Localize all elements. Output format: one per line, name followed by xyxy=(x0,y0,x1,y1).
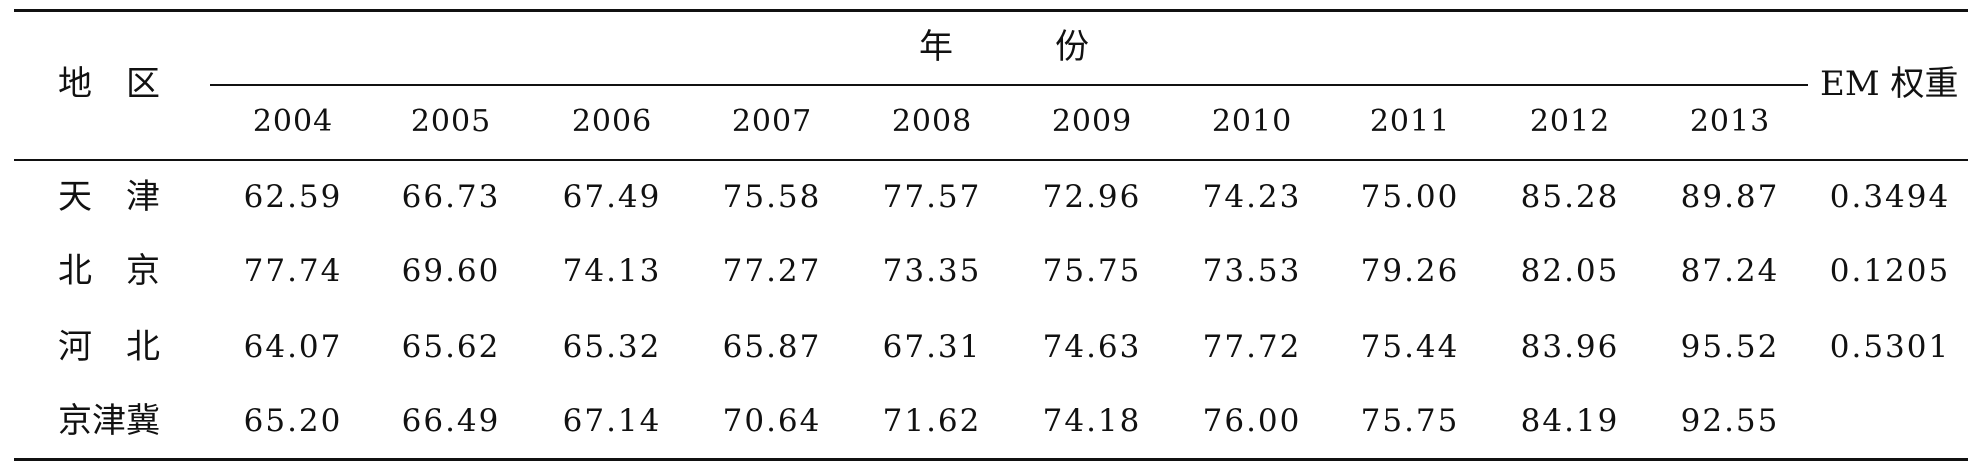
value-cell: 71.62 xyxy=(882,403,982,439)
value-cell: 67.14 xyxy=(562,403,662,439)
year-header-cell: 2007 xyxy=(731,104,813,139)
value-cell: 77.27 xyxy=(722,253,822,289)
bottom-rule xyxy=(14,458,1968,461)
value-cell: 65.32 xyxy=(562,329,662,365)
header-bottom-rule xyxy=(14,159,1968,161)
value-cell: 73.53 xyxy=(1202,253,1302,289)
value-cell: 89.87 xyxy=(1680,179,1780,215)
year-header-cell: 2008 xyxy=(891,104,973,139)
value-cell: 66.49 xyxy=(401,403,501,439)
value-cell: 75.00 xyxy=(1360,179,1460,215)
year-header-cell: 2010 xyxy=(1211,104,1293,139)
weight-cell: 0.1205 xyxy=(1829,253,1951,289)
value-cell: 67.49 xyxy=(562,179,662,215)
value-cell: 64.07 xyxy=(243,329,343,365)
year-header-cell: 2012 xyxy=(1529,104,1611,139)
value-cell: 76.00 xyxy=(1202,403,1302,439)
value-cell: 70.64 xyxy=(722,403,822,439)
weight-header: EM 权重 xyxy=(1820,64,1959,104)
value-cell: 95.52 xyxy=(1680,329,1780,365)
year-header-cell: 2004 xyxy=(252,104,334,139)
value-cell: 72.96 xyxy=(1042,179,1142,215)
value-cell: 85.28 xyxy=(1520,179,1620,215)
value-cell: 69.60 xyxy=(401,253,501,289)
value-cell: 87.24 xyxy=(1680,253,1780,289)
value-cell: 66.73 xyxy=(401,179,501,215)
region-cell: 河 北 xyxy=(58,327,160,367)
weight-cell: 0.5301 xyxy=(1829,329,1951,365)
region-cell: 京津冀 xyxy=(58,401,160,441)
value-cell: 83.96 xyxy=(1520,329,1620,365)
value-cell: 82.05 xyxy=(1520,253,1620,289)
value-cell: 65.87 xyxy=(722,329,822,365)
year-header-cell: 2006 xyxy=(571,104,653,139)
year-group-rule xyxy=(210,84,1808,86)
year-group-header: 年 份 xyxy=(919,27,1089,67)
value-cell: 77.74 xyxy=(243,253,343,289)
value-cell: 73.35 xyxy=(882,253,982,289)
year-header-cell: 2009 xyxy=(1051,104,1133,139)
value-cell: 74.63 xyxy=(1042,329,1142,365)
year-header-cell: 2005 xyxy=(410,104,492,139)
value-cell: 77.72 xyxy=(1202,329,1302,365)
value-cell: 75.44 xyxy=(1360,329,1460,365)
region-header: 地 区 xyxy=(58,64,160,104)
value-cell: 79.26 xyxy=(1360,253,1460,289)
value-cell: 75.58 xyxy=(722,179,822,215)
value-cell: 75.75 xyxy=(1042,253,1142,289)
value-cell: 75.75 xyxy=(1360,403,1460,439)
value-cell: 92.55 xyxy=(1680,403,1780,439)
value-cell: 74.13 xyxy=(562,253,662,289)
value-cell: 62.59 xyxy=(243,179,343,215)
weight-cell: 0.3494 xyxy=(1829,179,1951,215)
year-header-cell: 2013 xyxy=(1689,104,1771,139)
value-cell: 65.62 xyxy=(401,329,501,365)
value-cell: 74.23 xyxy=(1202,179,1302,215)
region-cell: 北 京 xyxy=(58,251,160,291)
value-cell: 65.20 xyxy=(243,403,343,439)
top-rule xyxy=(14,9,1968,12)
region-cell: 天 津 xyxy=(58,177,160,217)
value-cell: 84.19 xyxy=(1520,403,1620,439)
value-cell: 74.18 xyxy=(1042,403,1142,439)
year-header-cell: 2011 xyxy=(1369,104,1451,139)
value-cell: 67.31 xyxy=(882,329,982,365)
value-cell: 77.57 xyxy=(882,179,982,215)
